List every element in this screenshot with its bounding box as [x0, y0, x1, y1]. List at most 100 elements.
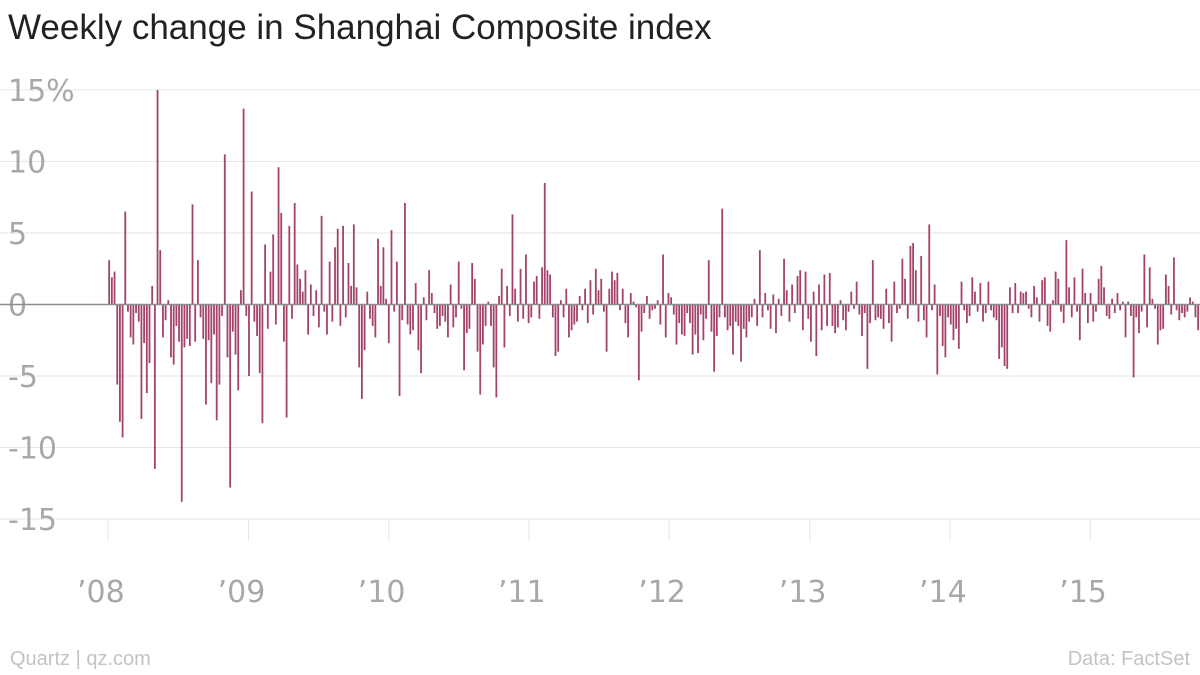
bar — [637, 304, 640, 381]
bar — [818, 284, 820, 305]
bar — [562, 304, 565, 318]
bar — [194, 304, 197, 342]
bar — [129, 304, 132, 338]
bar — [202, 304, 205, 339]
bar — [844, 304, 847, 331]
x-tick-label: ’09 — [218, 575, 266, 610]
bar — [879, 304, 882, 319]
bar — [965, 304, 968, 324]
bar — [694, 304, 697, 335]
bar — [436, 304, 439, 329]
bar — [785, 290, 788, 305]
bar — [1124, 304, 1127, 338]
bar — [355, 287, 358, 305]
bar — [1073, 277, 1076, 305]
bar — [640, 304, 643, 332]
bar — [729, 304, 732, 326]
x-tick-label: ’10 — [358, 575, 406, 610]
bar — [745, 304, 748, 338]
bar — [568, 304, 570, 338]
bar — [551, 304, 554, 318]
bar — [982, 304, 984, 322]
bar — [1186, 304, 1189, 312]
bar — [957, 304, 960, 349]
bar — [1130, 304, 1132, 316]
bar — [594, 268, 597, 305]
bar — [705, 304, 707, 319]
bar — [473, 278, 476, 305]
bar — [162, 304, 164, 338]
bar — [398, 304, 401, 397]
bar — [699, 304, 702, 315]
bar — [936, 304, 939, 375]
bar — [256, 304, 258, 336]
bar — [323, 304, 326, 312]
bar — [635, 304, 638, 308]
bar — [428, 270, 431, 305]
bar — [420, 304, 422, 374]
bar — [1038, 304, 1041, 322]
bar — [866, 304, 869, 369]
bar — [172, 304, 175, 365]
bar — [455, 304, 457, 318]
bar — [839, 300, 842, 305]
bar — [678, 304, 681, 324]
bar — [877, 304, 880, 318]
bar — [912, 243, 915, 305]
bar — [855, 281, 858, 305]
bar — [124, 211, 127, 305]
x-tick-label: ’13 — [779, 575, 827, 610]
bar — [371, 304, 374, 326]
bar — [110, 277, 113, 305]
bar — [1062, 304, 1065, 324]
bar — [444, 304, 447, 322]
bar — [1041, 280, 1044, 305]
bar — [519, 268, 522, 305]
bar — [691, 304, 694, 355]
bar — [861, 304, 863, 336]
y-tick-label: 5 — [8, 217, 27, 252]
bar — [207, 304, 210, 341]
bar — [882, 304, 885, 329]
bar — [199, 304, 202, 318]
bar — [1170, 304, 1173, 315]
bar — [215, 304, 218, 421]
bar — [648, 304, 651, 319]
bar — [621, 288, 624, 305]
bar — [1178, 304, 1181, 321]
bar — [178, 304, 180, 342]
bar — [723, 304, 726, 318]
bar — [1113, 304, 1116, 314]
bar — [974, 291, 976, 305]
bar — [740, 304, 742, 362]
bar — [377, 238, 379, 305]
bar — [299, 278, 301, 305]
bar — [1156, 304, 1159, 345]
bar — [301, 291, 304, 305]
bar — [188, 304, 191, 346]
bar — [1089, 293, 1092, 305]
bar — [412, 304, 414, 331]
bar — [767, 304, 769, 311]
bar — [226, 304, 229, 358]
bar — [643, 304, 646, 314]
bar — [1076, 304, 1079, 312]
bar — [1189, 297, 1191, 305]
bar — [992, 304, 995, 318]
bar — [783, 258, 785, 305]
bar — [119, 304, 121, 422]
bar — [885, 288, 888, 305]
bar — [1148, 267, 1151, 305]
bar — [170, 304, 172, 358]
bar — [180, 304, 183, 502]
bar — [1095, 304, 1097, 312]
bar — [925, 304, 928, 338]
bar — [718, 304, 721, 318]
bar — [433, 304, 436, 314]
bar — [264, 244, 267, 305]
bar — [976, 304, 979, 312]
bar — [449, 284, 452, 305]
bar — [788, 304, 791, 322]
bar — [525, 254, 527, 305]
bar — [395, 261, 398, 305]
